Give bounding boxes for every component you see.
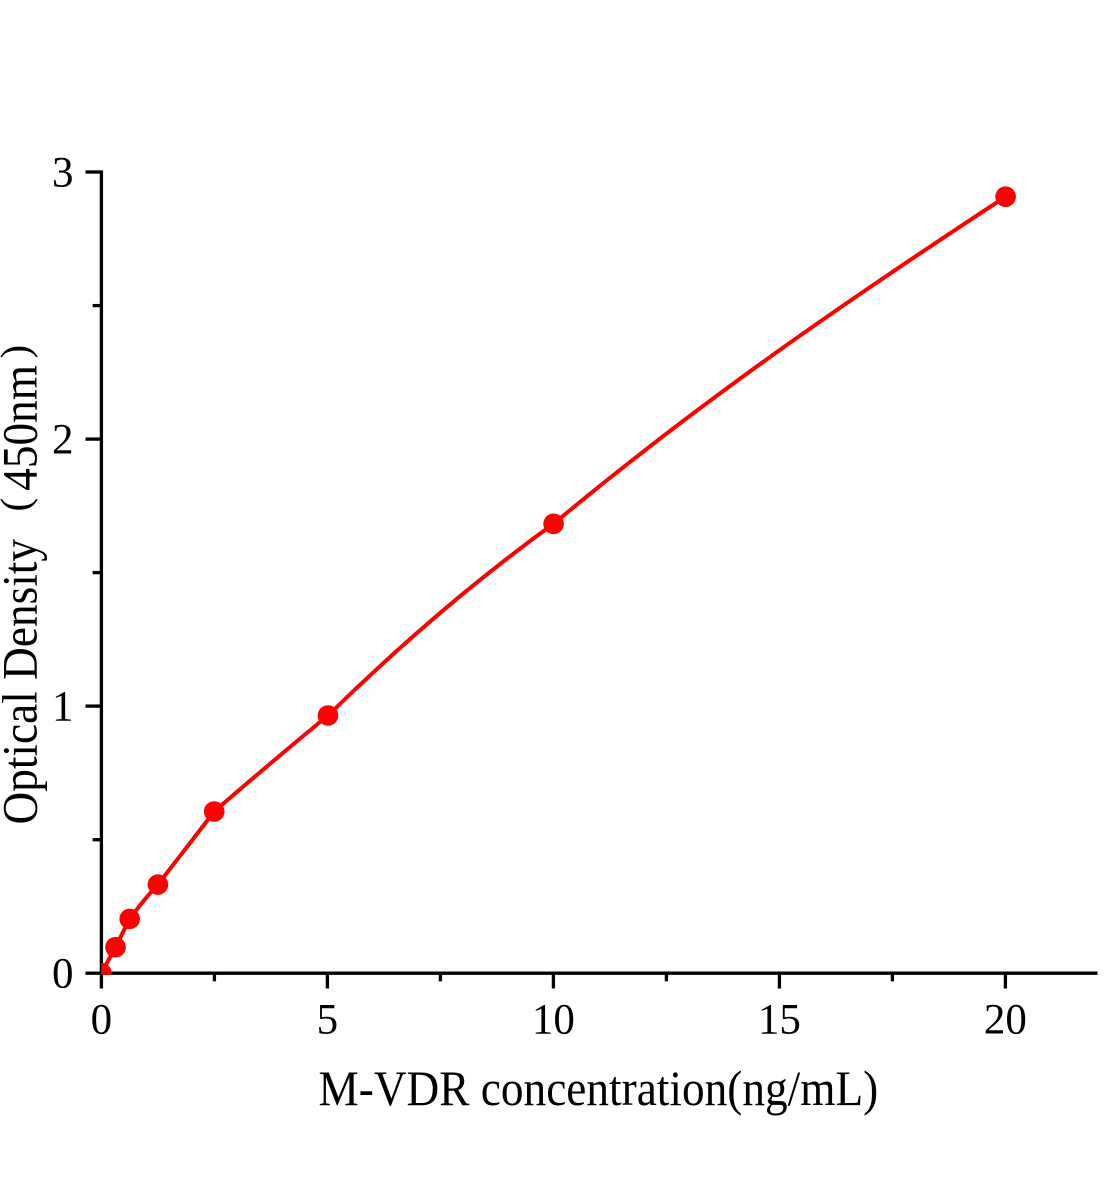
svg-text:): ) — [0, 345, 38, 359]
svg-text:M-VDR concentration(ng/mL): M-VDR concentration(ng/mL) — [319, 1062, 879, 1116]
svg-text:(: ( — [0, 498, 38, 512]
svg-text:3: 3 — [52, 149, 74, 196]
svg-text:10: 10 — [532, 997, 575, 1044]
svg-text:5: 5 — [317, 997, 339, 1044]
svg-text:0: 0 — [52, 951, 74, 998]
svg-text:1: 1 — [52, 684, 74, 731]
svg-text:20: 20 — [984, 997, 1027, 1044]
svg-text:0: 0 — [91, 997, 113, 1044]
svg-text:2: 2 — [52, 417, 74, 464]
svg-text:450nm: 450nm — [0, 365, 48, 491]
svg-text:Optical Density: Optical Density — [0, 539, 48, 825]
svg-text:15: 15 — [758, 997, 801, 1044]
